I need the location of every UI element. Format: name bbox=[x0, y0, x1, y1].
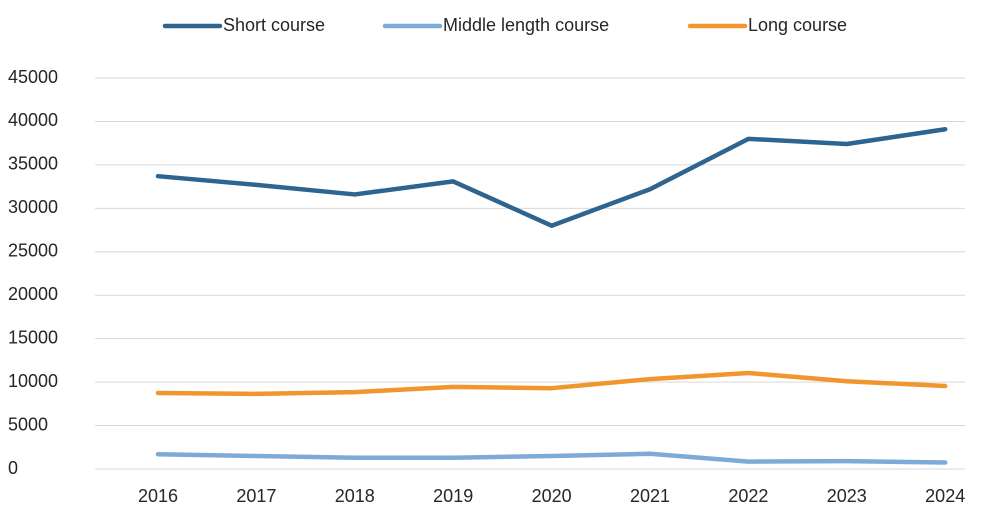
y-tick-label: 0 bbox=[8, 458, 18, 478]
legend-label: Short course bbox=[223, 15, 325, 35]
y-tick-label: 25000 bbox=[8, 241, 58, 261]
legend-label: Long course bbox=[748, 15, 847, 35]
y-tick-label: 40000 bbox=[8, 110, 58, 130]
x-tick-label: 2018 bbox=[335, 486, 375, 506]
x-tick-label: 2017 bbox=[236, 486, 276, 506]
series-line bbox=[155, 370, 948, 397]
x-tick-label: 2019 bbox=[433, 486, 473, 506]
series-line bbox=[155, 451, 948, 465]
x-tick-label: 2024 bbox=[925, 486, 965, 506]
y-tick-label: 5000 bbox=[8, 414, 48, 434]
x-tick-label: 2020 bbox=[532, 486, 572, 506]
y-tick-label: 35000 bbox=[8, 154, 58, 174]
legend-label: Middle length course bbox=[443, 15, 609, 35]
y-tick-label: 20000 bbox=[8, 284, 58, 304]
x-tick-label: 2016 bbox=[138, 486, 178, 506]
y-tick-label: 10000 bbox=[8, 371, 58, 391]
y-tick-label: 15000 bbox=[8, 327, 58, 347]
y-tick-label: 30000 bbox=[8, 197, 58, 217]
x-tick-label: 2021 bbox=[630, 486, 670, 506]
y-tick-label: 45000 bbox=[8, 67, 58, 87]
x-tick-label: 2023 bbox=[827, 486, 867, 506]
series-line bbox=[155, 127, 948, 228]
x-tick-label: 2022 bbox=[728, 486, 768, 506]
